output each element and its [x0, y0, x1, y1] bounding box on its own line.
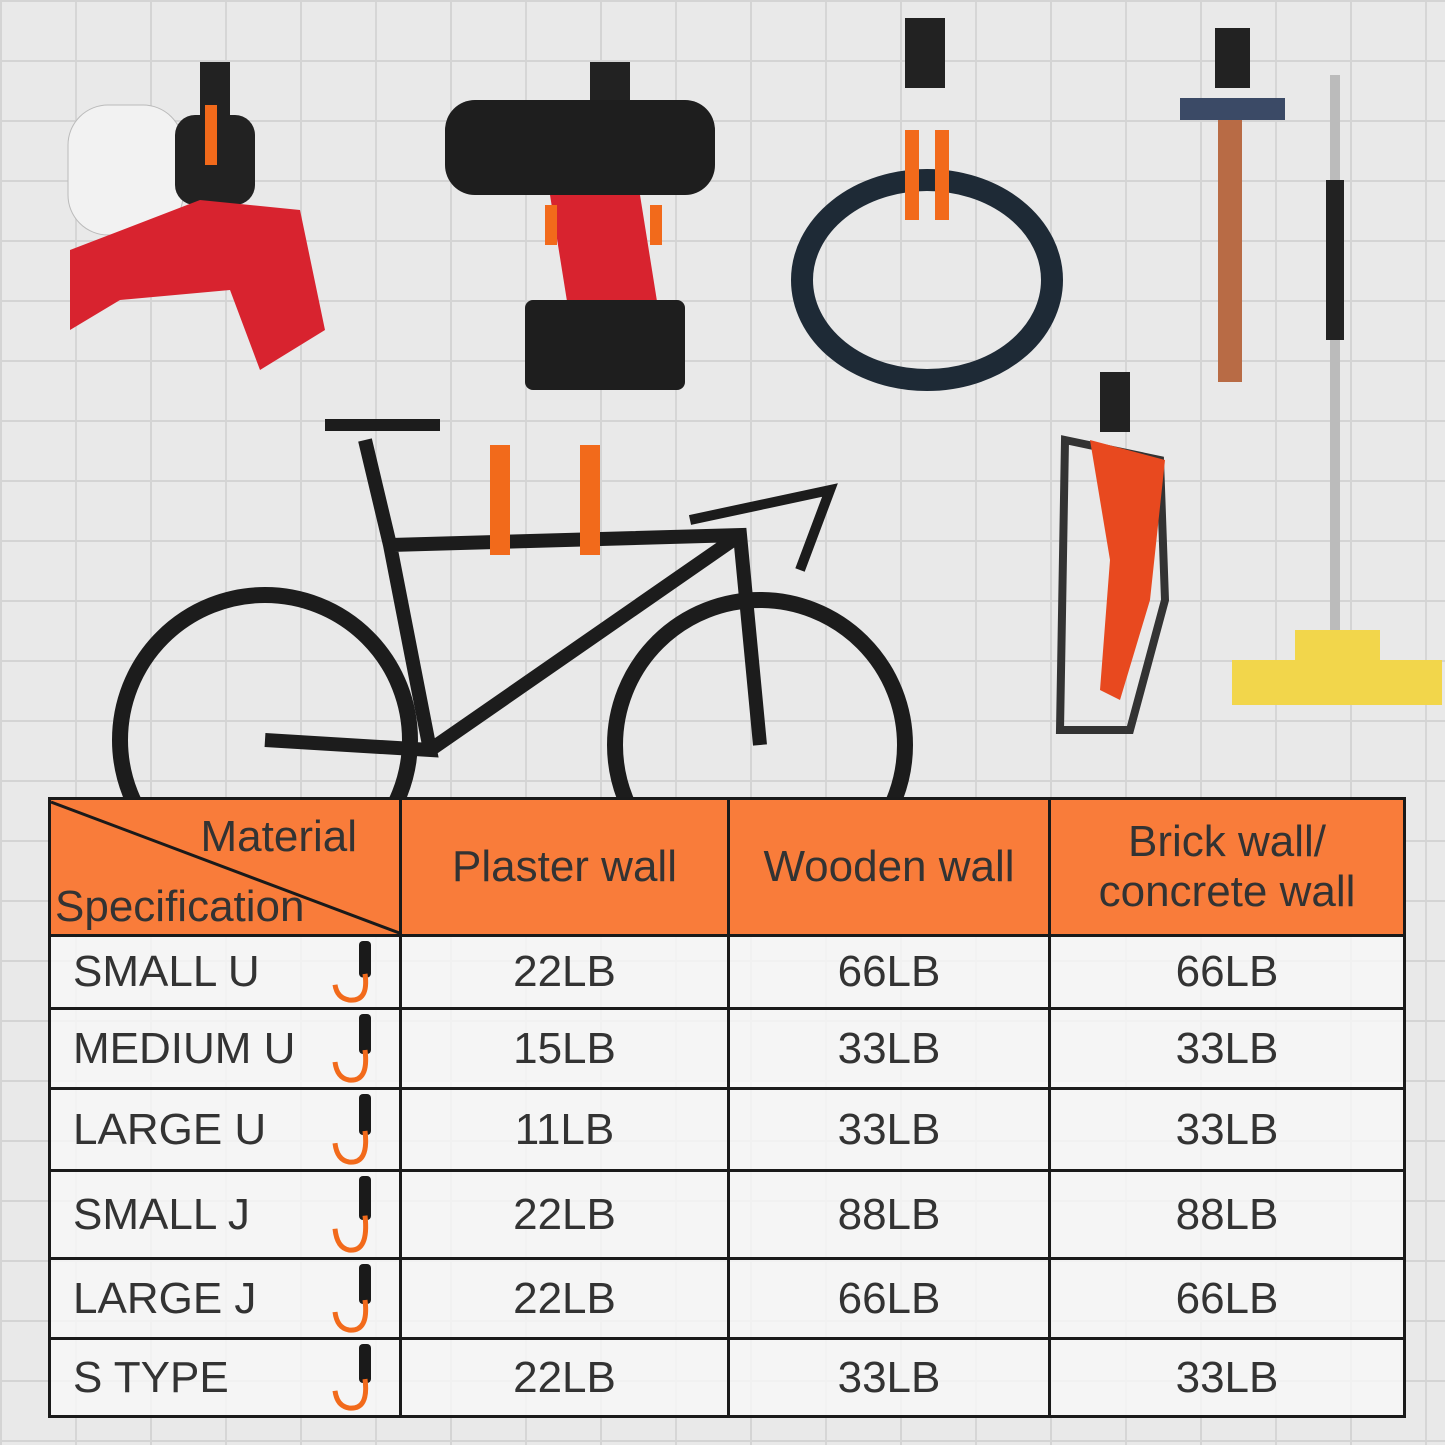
- value-cell: 66LB: [727, 934, 1051, 1010]
- value-cell: 33LB: [1048, 1007, 1406, 1090]
- hacksaw-image: [1055, 372, 1170, 734]
- table-row: SMALL U 22LB 66LB 66LB: [48, 934, 1406, 1010]
- spec-label: MEDIUM U: [73, 1023, 296, 1073]
- table-header-row: Material Specification Plaster wall Wood…: [48, 797, 1406, 937]
- table-row: MEDIUM U 15LB 33LB 33LB: [48, 1007, 1406, 1090]
- value-cell: 66LB: [1048, 1257, 1406, 1340]
- spec-cell: SMALL U: [48, 934, 402, 1010]
- spec-cell: LARGE U: [48, 1087, 402, 1172]
- value-cell: 88LB: [727, 1169, 1051, 1260]
- bicycle-image: [112, 419, 913, 800]
- value-cell: 33LB: [727, 1337, 1051, 1418]
- spec-label: SMALL J: [73, 1189, 250, 1239]
- spec-cell: SMALL J: [48, 1169, 402, 1260]
- spec-label: SMALL U: [73, 947, 260, 996]
- spec-label: LARGE J: [73, 1273, 257, 1323]
- value-cell: 66LB: [1048, 934, 1406, 1010]
- spec-label: S TYPE: [73, 1352, 229, 1402]
- value-cell: 22LB: [399, 934, 730, 1010]
- column-header-plaster: Plaster wall: [399, 797, 730, 937]
- drill-image: [445, 62, 715, 390]
- value-cell: 33LB: [727, 1087, 1051, 1172]
- value-cell: 33LB: [1048, 1087, 1406, 1172]
- value-cell: 22LB: [399, 1257, 730, 1340]
- small-u-hook-icon: [332, 941, 371, 1003]
- small-j-hook-icon: [332, 1176, 371, 1253]
- large-u-hook-icon: [332, 1094, 371, 1165]
- mop-image: [1232, 75, 1442, 705]
- large-j-hook-icon: [332, 1264, 371, 1333]
- corner-header-cell: Material Specification: [48, 797, 402, 937]
- value-cell: 66LB: [727, 1257, 1051, 1340]
- value-cell: 11LB: [399, 1087, 730, 1172]
- spec-cell: MEDIUM U: [48, 1007, 402, 1090]
- value-cell: 33LB: [727, 1007, 1051, 1090]
- s-hook-icon: [332, 1344, 371, 1411]
- value-cell: 22LB: [399, 1337, 730, 1418]
- paint-sprayer-image: [67, 62, 325, 370]
- diagonal-divider: [51, 800, 402, 934]
- value-cell: 15LB: [399, 1007, 730, 1090]
- value-cell: 33LB: [1048, 1337, 1406, 1418]
- hammer-image: [1180, 28, 1285, 382]
- spec-label: LARGE U: [73, 1104, 267, 1154]
- spec-cell: LARGE J: [48, 1257, 402, 1340]
- material-label: Material: [200, 812, 358, 861]
- column-header-brick: Brick wall/ concrete wall: [1048, 797, 1406, 937]
- value-cell: 22LB: [399, 1169, 730, 1260]
- table-row: LARGE J 22LB 66LB 66LB: [48, 1257, 1406, 1340]
- product-scene: [67, 18, 1442, 800]
- hose-image: [791, 18, 1063, 391]
- table-row: LARGE U 11LB 33LB 33LB: [48, 1087, 1406, 1172]
- load-capacity-table: Material Specification Plaster wall Wood…: [48, 797, 1406, 1418]
- table-row: SMALL J 22LB 88LB 88LB: [48, 1169, 1406, 1260]
- value-cell: 88LB: [1048, 1169, 1406, 1260]
- specification-label: Specification: [55, 882, 305, 931]
- column-header-wooden: Wooden wall: [727, 797, 1051, 937]
- medium-u-hook-icon: [332, 1014, 371, 1083]
- spec-cell: S TYPE: [48, 1337, 402, 1418]
- table-row: S TYPE 22LB 33LB 33LB: [48, 1337, 1406, 1418]
